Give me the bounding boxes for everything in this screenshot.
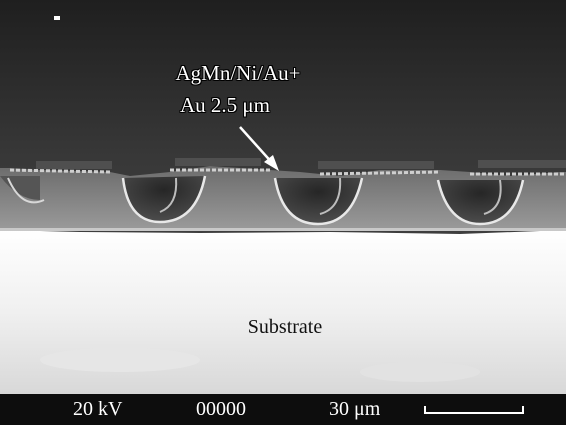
- coating-label-line1: AgMn/Ni/Au+: [175, 61, 301, 85]
- substrate-label: Substrate: [247, 316, 323, 338]
- frame-number: 00000: [196, 398, 246, 420]
- sem-image: [0, 0, 566, 394]
- pit-1: [123, 176, 205, 222]
- arrow-icon: [239, 126, 279, 171]
- accelerating-voltage: 20 kV: [73, 398, 123, 420]
- scale-bar: [424, 406, 524, 414]
- info-bar: 20 kV 00000 30 μm: [0, 394, 566, 425]
- pit-3: [438, 180, 523, 224]
- scale-value: 30 μm: [329, 398, 381, 420]
- artifact-mark: [54, 16, 60, 20]
- coating-label-line2: Au 2.5 μm: [179, 93, 270, 117]
